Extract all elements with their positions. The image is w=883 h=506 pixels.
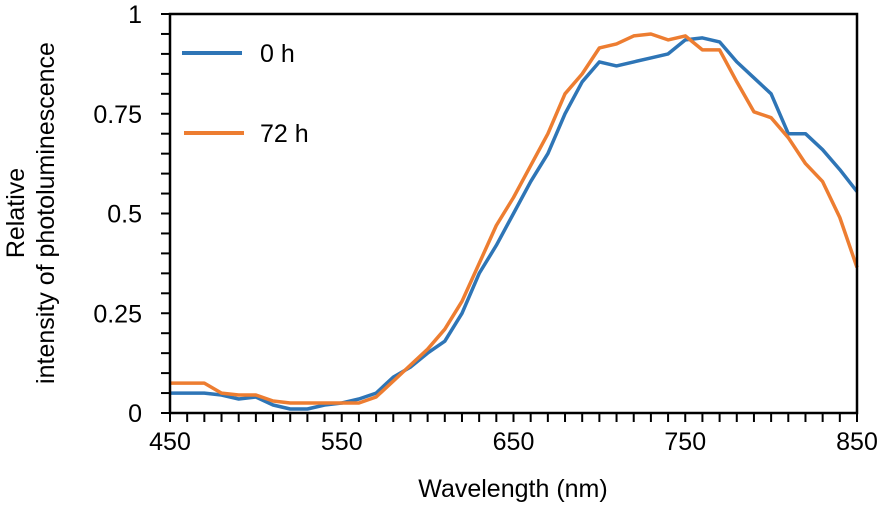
legend: 0 h 72 h xyxy=(182,40,309,148)
y-tick-label: 0.5 xyxy=(107,201,142,229)
y-tick-label: 1 xyxy=(128,1,142,29)
x-tick-label: 850 xyxy=(836,428,878,456)
x-tick-label: 650 xyxy=(493,428,535,456)
x-tick-label: 750 xyxy=(664,428,706,456)
plot-frame xyxy=(168,12,859,415)
legend-label-0h: 0 h xyxy=(260,40,295,68)
y-axis-title: Relative intensity of photoluminescence xyxy=(2,42,60,384)
y-tick-labels: 0 0.25 0.5 0.75 1 xyxy=(93,1,142,428)
y-tick-label: 0.75 xyxy=(93,101,142,129)
series-line-72h xyxy=(170,32,859,405)
y-axis-title-line-2: intensity of photoluminescence xyxy=(32,42,60,384)
x-tick-label: 450 xyxy=(149,428,191,456)
x-tick-labels: 450 550 650 750 850 xyxy=(149,428,878,456)
y-axis-title-line-1: Relative xyxy=(2,168,30,258)
y-tick-label: 0 xyxy=(128,400,142,428)
y-tick-label: 0.25 xyxy=(93,300,142,328)
x-axis-title: Wavelength (nm) xyxy=(418,475,607,503)
axis-ticks xyxy=(161,13,858,422)
legend-label-72h: 72 h xyxy=(260,120,309,148)
series-lines xyxy=(170,32,859,411)
series-line-0h xyxy=(170,36,859,411)
x-tick-label: 550 xyxy=(321,428,363,456)
